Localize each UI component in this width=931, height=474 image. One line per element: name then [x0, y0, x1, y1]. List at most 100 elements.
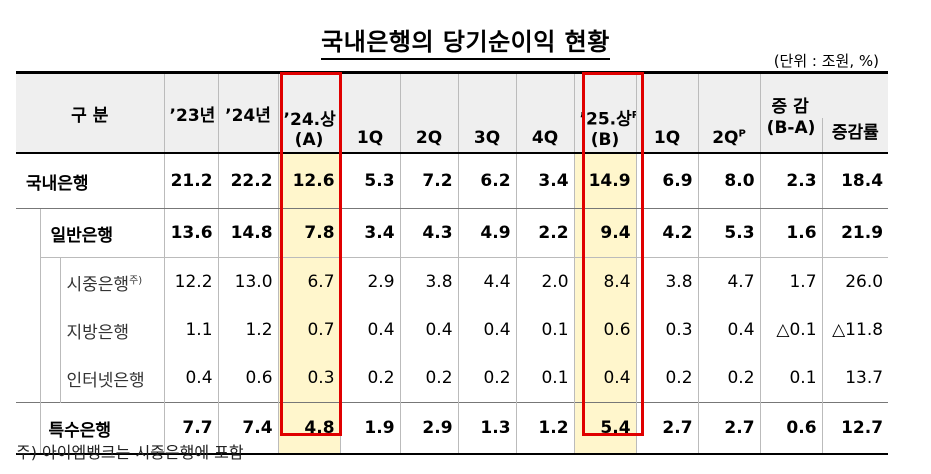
header-2024-q2: 2Q [399, 71, 459, 154]
cell-value: 2.7 [697, 402, 761, 455]
cell-value: 1.3 [457, 402, 517, 455]
cell-value: 26.0 [821, 257, 889, 306]
cell-value: 0.7 [277, 306, 341, 354]
table-title: 국내은행의 당기순이익 현황 [0, 22, 931, 60]
row-label: 인터넷은행 [59, 354, 165, 403]
cell-value: 9.4 [573, 208, 637, 258]
cell-value: 7.8 [277, 208, 341, 258]
cell-value: 4.4 [457, 257, 517, 306]
cell-value: 5.4 [573, 402, 637, 455]
cell-value: 7.4 [217, 402, 279, 455]
row-label: 지방은행 [59, 306, 165, 354]
cell-value: 0.4 [457, 306, 517, 354]
cell-value: 1.6 [759, 208, 823, 258]
cell-value: 7.2 [399, 153, 459, 209]
cell-value: 0.1 [515, 354, 575, 403]
cell-value: 3.4 [339, 208, 401, 258]
cell-value: 8.0 [697, 153, 761, 209]
cell-value: 0.6 [217, 354, 279, 403]
cell-value: 1.9 [339, 402, 401, 455]
cell-value: 8.4 [573, 257, 637, 306]
cell-value: 0.2 [399, 354, 459, 403]
cell-value: 6.7 [277, 257, 341, 306]
cell-value: 2.7 [635, 402, 699, 455]
cell-value: 0.4 [573, 354, 637, 403]
cell-value: 0.4 [339, 306, 401, 354]
header-change-rate: 증감률 [821, 118, 889, 154]
cell-value: 4.3 [399, 208, 459, 258]
cell-value: 6.2 [457, 153, 517, 209]
cell-value: 4.7 [697, 257, 761, 306]
header-2024: ’24년 [217, 71, 279, 154]
cell-value: 0.4 [697, 306, 761, 354]
header-2023: ’23년 [163, 71, 219, 154]
header-2024-h1: ’24.상 (A) [277, 71, 341, 154]
cell-value: 2.3 [759, 153, 823, 209]
header-2025-q2: 2QP [697, 71, 761, 154]
cell-value: 5.3 [339, 153, 401, 209]
cell-value: 0.1 [759, 354, 823, 403]
cell-value: 0.2 [635, 354, 699, 403]
header-category: 구 분 [16, 71, 165, 154]
profit-table: 구 분 ’23년 ’24년 ’24.상 (A) 1Q 2Q 3Q 4Q ’25.상… [16, 71, 889, 455]
cell-value: 0.3 [277, 354, 341, 403]
indent-spacer [16, 209, 40, 403]
table-row-commercial-banks: 시중은행주) 12.2 13.0 6.7 2.9 3.8 4.4 2.0 8.4… [16, 257, 889, 403]
cell-value: 14.8 [217, 208, 279, 258]
cell-value: 2.0 [515, 257, 575, 306]
table-row-regional-banks: 지방은행 1.1 1.2 0.7 0.4 0.4 0.4 0.1 0.6 0.3… [16, 306, 889, 354]
header-row-2: (B-A) 증감률 [16, 118, 889, 154]
cell-value: 3.8 [399, 257, 459, 306]
cell-value: △0.1 [759, 306, 823, 354]
cell-value: 1.2 [217, 306, 279, 354]
cell-value: 2.2 [515, 208, 575, 258]
cell-value: 6.9 [635, 153, 699, 209]
cell-value: 0.2 [457, 354, 517, 403]
cell-value: 0.4 [163, 354, 219, 403]
cell-value: 1.2 [515, 402, 575, 455]
cell-value: 5.3 [697, 208, 761, 258]
cell-value: 0.2 [697, 354, 761, 403]
header-row-1: 구 분 ’23년 ’24년 ’24.상 (A) 1Q 2Q 3Q 4Q ’25.상… [16, 71, 889, 154]
cell-value: 0.2 [339, 354, 401, 403]
row-label: 일반은행 [39, 208, 165, 258]
row-label: 국내은행 [16, 153, 165, 209]
cell-value: 1.1 [163, 306, 219, 354]
header-2024-q3: 3Q [457, 71, 517, 154]
indent-spacer [39, 257, 60, 403]
cell-value: 21.2 [163, 153, 219, 209]
header-change: 증 감 [759, 71, 889, 118]
cell-value: 13.6 [163, 208, 219, 258]
cell-value: 13.0 [217, 257, 279, 306]
cell-value: 4.2 [635, 208, 699, 258]
cell-value: 0.6 [573, 306, 637, 354]
cell-value: 12.6 [277, 153, 341, 209]
cell-value: 18.4 [821, 153, 889, 209]
footnote: 주) 아이엠뱅크는 시중은행에 포함 [16, 443, 244, 462]
cell-value: △11.8 [821, 306, 889, 354]
cell-value: 1.7 [759, 257, 823, 306]
header-2025-q1: 1Q [635, 71, 699, 154]
row-label: 특수은행 [39, 402, 165, 455]
cell-value: 4.8 [277, 402, 341, 455]
cell-value: 0.1 [515, 306, 575, 354]
unit-label: (단위 : 조원, %) [773, 52, 879, 70]
cell-value: 12.2 [163, 257, 219, 306]
header-2025-h1: ’25.상P(B) [573, 71, 637, 154]
table-row-internet-banks: 인터넷은행 0.4 0.6 0.3 0.2 0.2 0.2 0.1 0.4 0.… [16, 354, 889, 403]
cell-value: 12.7 [821, 402, 889, 455]
cell-value: 13.7 [821, 354, 889, 403]
header-2024-q1: 1Q [339, 71, 401, 154]
cell-value: 2.9 [339, 257, 401, 306]
table-row-domestic-banks: 국내은행 21.2 22.2 12.6 5.3 7.2 6.2 3.4 14.9… [16, 153, 889, 209]
cell-value: 14.9 [573, 153, 637, 209]
table-row-general-banks: 일반은행 13.6 14.8 7.8 3.4 4.3 4.9 2.2 9.4 4… [16, 208, 889, 258]
row-label: 시중은행주) [59, 257, 165, 306]
cell-value: 3.8 [635, 257, 699, 306]
cell-value: 0.3 [635, 306, 699, 354]
header-2024-q4: 4Q [515, 71, 575, 154]
cell-value: 4.9 [457, 208, 517, 258]
cell-value: 2.9 [399, 402, 459, 455]
cell-value: 0.4 [399, 306, 459, 354]
header-change-amount: (B-A) [759, 118, 823, 154]
